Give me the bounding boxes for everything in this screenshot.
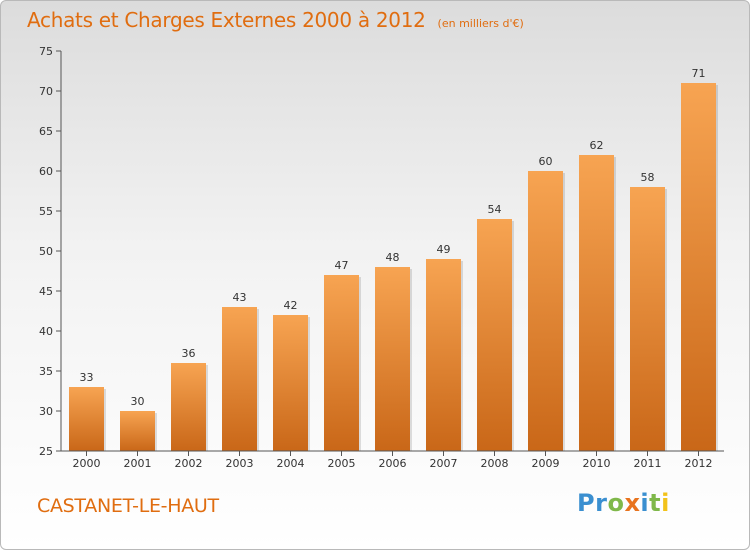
- x-tick-label: 2001: [124, 457, 152, 470]
- bar: [630, 187, 665, 451]
- bar: [324, 275, 359, 451]
- logo-letter: o: [607, 489, 625, 517]
- logo-letter: x: [624, 489, 641, 517]
- bar-value-label: 48: [386, 251, 400, 264]
- bar-value-label: 58: [641, 171, 655, 184]
- y-tick-label: 70: [39, 85, 53, 98]
- bar: [171, 363, 206, 451]
- logo-letter: i: [661, 489, 670, 517]
- x-tick-label: 2009: [532, 457, 560, 470]
- chart-subtitle: (en milliers d'€): [437, 17, 524, 30]
- bar-value-label: 71: [692, 67, 706, 80]
- x-tick-label: 2012: [685, 457, 713, 470]
- proxiti-logo: Proxiti: [577, 489, 670, 517]
- bar: [273, 315, 308, 451]
- x-tick-label: 2005: [328, 457, 356, 470]
- x-tick-label: 2000: [73, 457, 101, 470]
- y-tick-label: 40: [39, 325, 53, 338]
- logo-letter: r: [595, 489, 608, 517]
- logo-letter: P: [577, 489, 596, 517]
- y-tick-label: 50: [39, 245, 53, 258]
- chart-title: Achats et Charges Externes 2000 à 2012 (e…: [27, 8, 524, 32]
- bars-group: 33 30 36 43 42 47 48 49 54 60 62 58 71: [69, 67, 718, 451]
- logo-letter: i: [640, 489, 650, 517]
- bar: [477, 219, 512, 451]
- bar: [579, 155, 614, 451]
- bar-value-label: 60: [539, 155, 553, 168]
- x-tick-label: 2004: [277, 457, 305, 470]
- bar: [375, 267, 410, 451]
- x-tick-label: 2008: [481, 457, 509, 470]
- bar: [528, 171, 563, 451]
- axes-group: 25 30 35 40 45 50 55 60 65 70 75 2000 2001 2002 2003 20…: [39, 45, 724, 470]
- bar-value-label: 62: [590, 139, 604, 152]
- bar: [681, 83, 716, 451]
- place-name: CASTANET-LE-HAUT: [37, 495, 219, 517]
- y-tick-label: 60: [39, 165, 53, 178]
- y-tick-label: 45: [39, 285, 53, 298]
- logo-letter: t: [649, 489, 662, 517]
- bar-value-label: 33: [80, 371, 94, 384]
- bar-value-label: 54: [488, 203, 502, 216]
- x-tick-label: 2006: [379, 457, 407, 470]
- bar: [426, 259, 461, 451]
- x-tick-label: 2010: [583, 457, 611, 470]
- bar-value-label: 47: [335, 259, 349, 272]
- bar-value-label: 30: [131, 395, 145, 408]
- bar: [120, 411, 155, 451]
- bar: [222, 307, 257, 451]
- y-tick-label: 75: [39, 45, 53, 58]
- x-tick-label: 2002: [175, 457, 203, 470]
- y-tick-label: 55: [39, 205, 53, 218]
- x-tick-label: 2003: [226, 457, 254, 470]
- bar-value-label: 43: [233, 291, 247, 304]
- x-tick-label: 2007: [430, 457, 458, 470]
- y-tick-label: 25: [39, 445, 53, 458]
- chart-title-text: Achats et Charges Externes 2000 à 2012: [27, 8, 426, 32]
- y-tick-label: 65: [39, 125, 53, 138]
- bar-value-label: 49: [437, 243, 451, 256]
- x-tick-label: 2011: [634, 457, 662, 470]
- bar-value-label: 42: [284, 299, 298, 312]
- bar: [69, 387, 104, 451]
- y-tick-label: 30: [39, 405, 53, 418]
- bar-value-label: 36: [182, 347, 196, 360]
- y-tick-label: 35: [39, 365, 53, 378]
